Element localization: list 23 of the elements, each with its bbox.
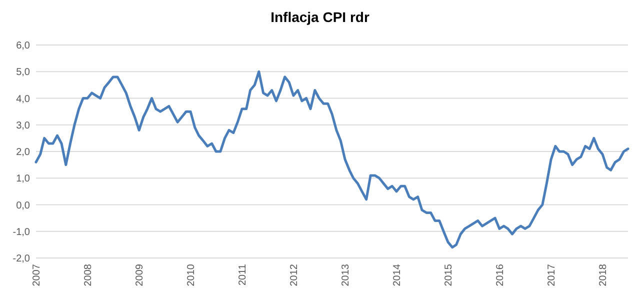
line-series (34, 70, 630, 249)
y-tick-label: 4,0 (16, 94, 30, 105)
x-tick-label: 2010 (186, 264, 198, 286)
x-tick-label: 2016 (494, 264, 506, 286)
chart-title: Inflacja CPI rdr (270, 9, 370, 25)
x-tick-label: 2007 (32, 264, 42, 286)
x-tick-label: 2008 (82, 264, 94, 286)
x-tick-label: 2014 (392, 264, 403, 286)
x-tick-label: 2012 (288, 264, 300, 286)
y-tick-label: 1,0 (16, 174, 30, 185)
y-tick-label: 2,0 (16, 147, 30, 158)
x-tick-label: 2009 (134, 264, 146, 286)
y-tick-label: 0,0 (16, 200, 30, 212)
x-tick-label: 2018 (598, 264, 609, 286)
y-tick-label: 5,0 (16, 67, 30, 78)
x-tick-label: 2017 (546, 264, 558, 286)
x-tick-label: 2013 (340, 264, 352, 286)
y-tick-label: -1,0 (12, 226, 30, 238)
x-tick-label: 2011 (237, 264, 248, 286)
y-tick-label: 6,0 (16, 40, 30, 52)
y-tick-label: -2,0 (12, 254, 30, 264)
x-tick-label: 2015 (443, 264, 454, 286)
y-tick-label: 3,0 (16, 120, 30, 132)
